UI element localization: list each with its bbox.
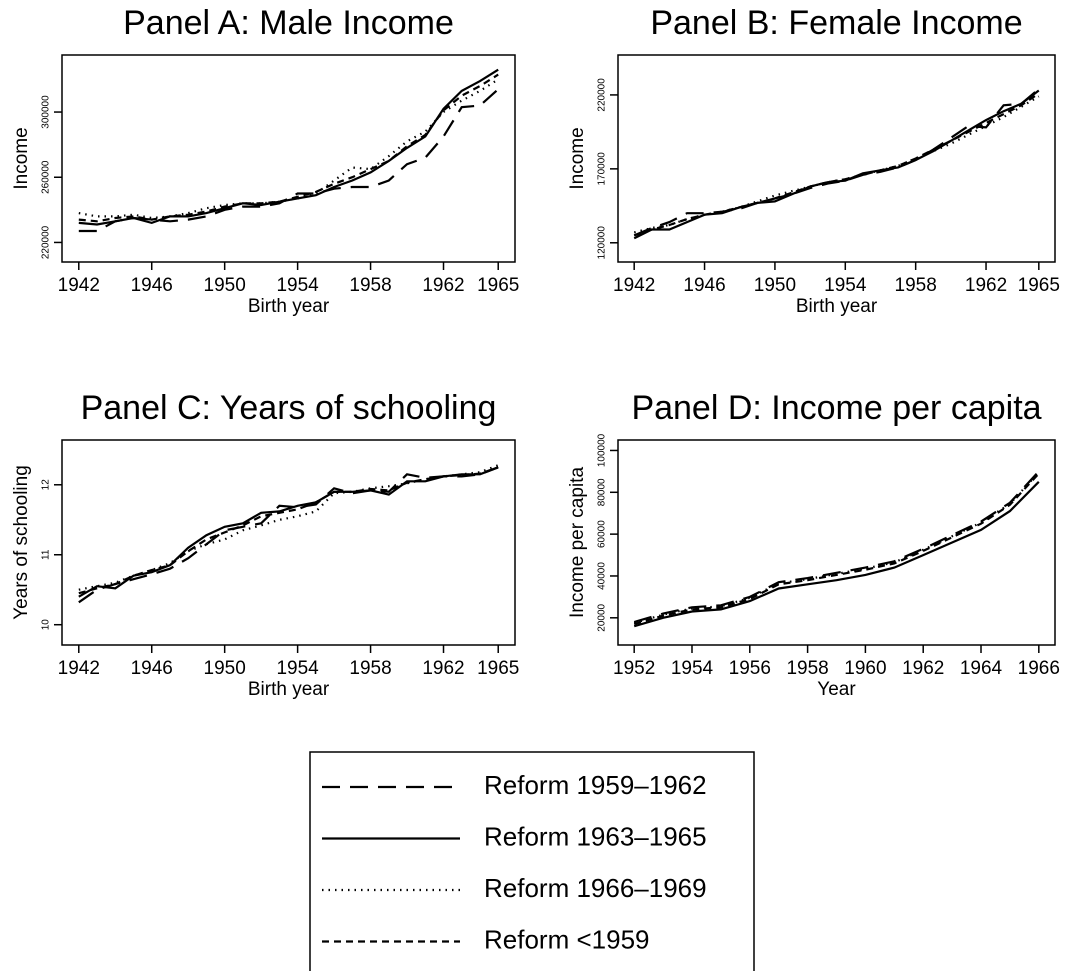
series-line — [633, 92, 1040, 237]
panel-title: Panel C: Years of schooling — [81, 389, 497, 427]
x-tick-label: 1962 — [422, 658, 464, 679]
x-tick-label: 1954 — [824, 275, 867, 296]
x-tick-label: 1952 — [613, 658, 655, 679]
x-tick-label: 1965 — [477, 658, 519, 679]
x-tick-label: 1958 — [895, 275, 937, 296]
x-tick-label: 1946 — [131, 658, 173, 679]
y-axis-title: Income per capita — [567, 467, 588, 618]
panel-title: Panel D: Income per capita — [631, 389, 1041, 427]
x-tick-label: 1954 — [276, 275, 319, 296]
series-line — [78, 68, 499, 226]
series-line — [78, 88, 499, 233]
x-tick-label: 1946 — [683, 275, 725, 296]
legend-label: Reform 1959–1962 — [484, 770, 707, 800]
legend-label: Reform 1963–1965 — [484, 821, 707, 851]
series-line — [633, 470, 1040, 624]
x-tick-label: 1962 — [965, 275, 1007, 296]
x-tick-label: 1946 — [131, 275, 173, 296]
x-tick-label: 1950 — [754, 275, 796, 296]
y-tick-label: 20000 — [597, 603, 608, 631]
plot-box — [617, 54, 1056, 263]
y-tick-label: 260000 — [41, 160, 52, 194]
legend-label: Reform <1959 — [484, 924, 649, 954]
x-tick-label: 1966 — [1018, 658, 1060, 679]
series-line — [633, 88, 1040, 237]
x-tick-label: 1942 — [58, 658, 100, 679]
y-tick-label: 220000 — [597, 78, 608, 112]
x-tick-label: 1942 — [58, 275, 100, 296]
y-tick-label: 170000 — [597, 152, 608, 186]
x-axis-title: Year — [817, 679, 856, 700]
series-line — [78, 466, 499, 604]
x-tick-label: 1958 — [349, 658, 391, 679]
x-tick-label: 1964 — [960, 658, 1003, 679]
y-tick-label: 11 — [41, 549, 52, 560]
y-tick-label: 80000 — [597, 478, 608, 506]
panel-title: Panel B: Female Income — [650, 4, 1022, 42]
y-tick-label: 40000 — [597, 562, 608, 590]
series-line — [633, 472, 1040, 626]
x-axis-title: Birth year — [248, 679, 330, 700]
y-tick-label: 100000 — [597, 433, 608, 467]
y-axis-title: Income — [567, 127, 588, 189]
series-line — [633, 471, 1040, 625]
x-tick-label: 1965 — [477, 275, 519, 296]
y-tick-label: 220000 — [41, 225, 52, 259]
x-tick-label: 1962 — [422, 275, 464, 296]
y-tick-label: 300000 — [41, 95, 52, 129]
y-axis-title: Income — [11, 127, 32, 189]
x-tick-label: 1954 — [671, 658, 714, 679]
plot-box — [61, 54, 516, 263]
x-tick-label: 1958 — [349, 275, 391, 296]
x-tick-label: 1965 — [1018, 275, 1060, 296]
x-tick-label: 1942 — [613, 275, 655, 296]
x-tick-label: 1960 — [844, 658, 886, 679]
x-tick-label: 1954 — [276, 658, 319, 679]
series-line — [78, 466, 499, 598]
plot-box — [61, 439, 516, 646]
series-line — [78, 78, 499, 220]
x-axis-title: Birth year — [796, 296, 878, 317]
x-tick-label: 1950 — [204, 275, 246, 296]
y-axis-title: Years of schooling — [11, 465, 32, 620]
x-tick-label: 1958 — [786, 658, 828, 679]
series-line — [633, 95, 1040, 234]
legend-label: Reform 1966–1969 — [484, 873, 707, 903]
plot-box — [617, 439, 1056, 646]
y-tick-label: 12 — [41, 479, 52, 491]
y-tick-label: 60000 — [597, 520, 608, 548]
x-tick-label: 1962 — [902, 658, 944, 679]
legend-box — [309, 751, 755, 971]
x-axis-title: Birth year — [248, 296, 330, 317]
series-line — [78, 464, 499, 591]
panel-title: Panel A: Male Income — [123, 4, 454, 42]
x-tick-label: 1950 — [204, 658, 246, 679]
x-tick-label: 1956 — [729, 658, 771, 679]
y-tick-label: 120000 — [597, 226, 608, 260]
series-line — [78, 466, 499, 595]
series-line — [633, 481, 1040, 628]
y-tick-label: 10 — [41, 619, 52, 631]
